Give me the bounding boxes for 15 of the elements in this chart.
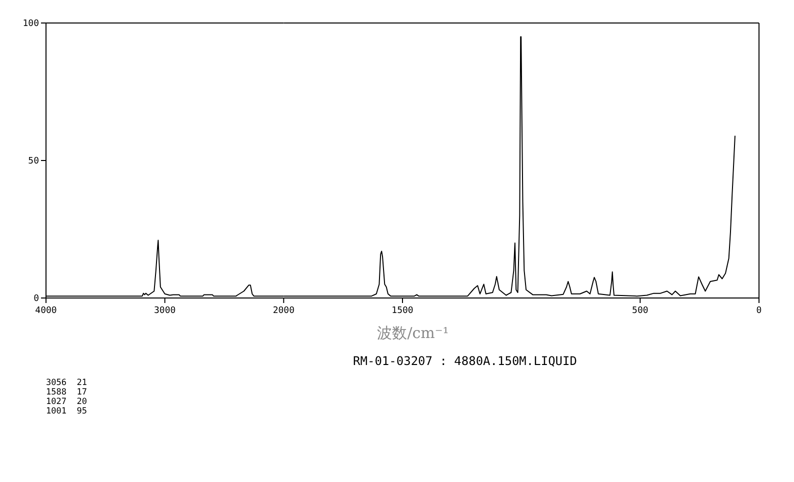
y-tick-label: 100 [22,19,39,29]
x-tick-label: 0 [756,306,762,316]
y-tick-label: 0 [34,294,39,304]
text: RM-01-03207 : 4880A.150M.LIQUID [353,354,577,368]
text: 1001 95 [46,406,87,416]
x-tick-label: 3000 [154,306,176,316]
x-axis-title: 波数/cm⁻¹ [377,324,449,342]
x-tick-label: 2000 [272,306,295,316]
x-tick-label: 500 [632,306,648,316]
text: 1027 20 [46,397,87,407]
x-tick-label: 1500 [392,306,414,316]
text: 3056 21 [46,378,87,388]
text: 1588 17 [46,388,87,398]
y-tick-label: 50 [28,156,39,166]
x-tick-label: 4000 [35,306,57,316]
